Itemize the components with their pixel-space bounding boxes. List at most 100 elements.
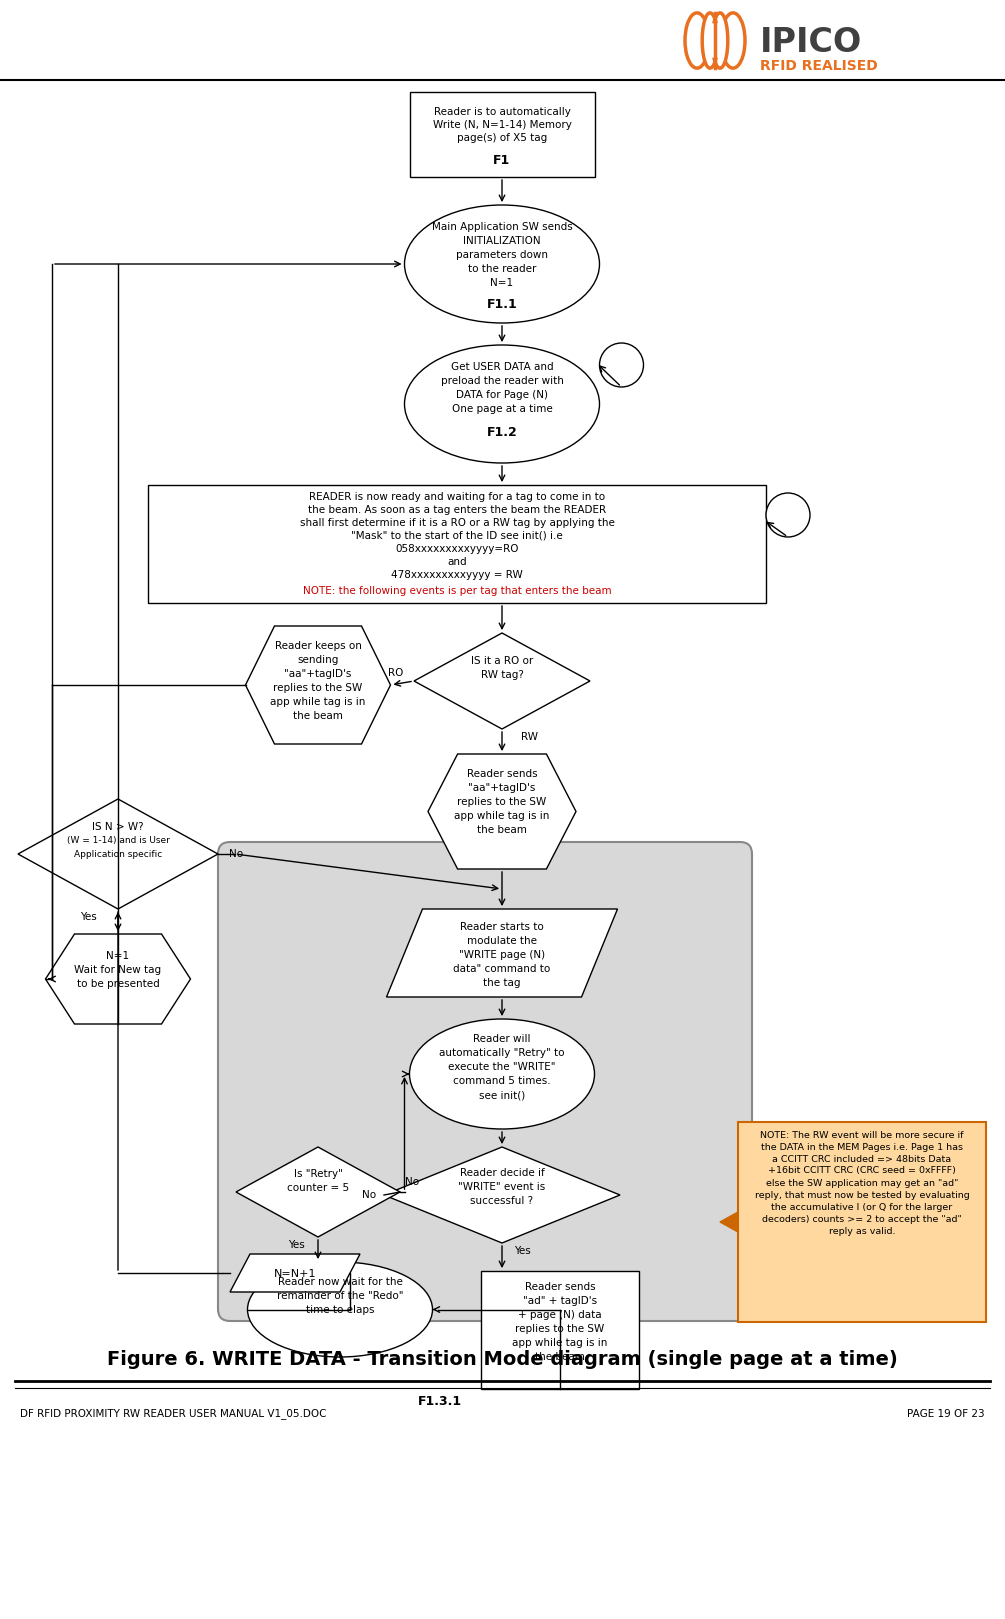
Text: 478xxxxxxxxxyyyy = RW: 478xxxxxxxxxyyyy = RW — [391, 570, 523, 580]
Text: else the SW application may get an "ad": else the SW application may get an "ad" — [766, 1179, 958, 1187]
Text: decoders) counts >= 2 to accept the "ad": decoders) counts >= 2 to accept the "ad" — [762, 1214, 962, 1224]
Polygon shape — [230, 1255, 360, 1292]
Text: command 5 times.: command 5 times. — [453, 1077, 551, 1086]
Text: to be presented: to be presented — [76, 979, 160, 989]
Text: Reader starts to: Reader starts to — [460, 921, 544, 933]
Text: N=1: N=1 — [490, 278, 514, 288]
Text: sending: sending — [297, 656, 339, 665]
Text: the beam: the beam — [293, 711, 343, 720]
Text: One page at a time: One page at a time — [451, 405, 553, 414]
Text: app while tag is in: app while tag is in — [454, 811, 550, 821]
Ellipse shape — [247, 1261, 432, 1357]
Text: NOTE: the following events is per tag that enters the beam: NOTE: the following events is per tag th… — [303, 586, 611, 596]
Text: Yes: Yes — [514, 1247, 531, 1256]
Text: time to elaps: time to elaps — [306, 1305, 374, 1315]
Text: No: No — [229, 848, 243, 860]
FancyBboxPatch shape — [218, 842, 752, 1321]
Text: Figure 6. WRITE DATA - Transition Mode diagram (single page at a time): Figure 6. WRITE DATA - Transition Mode d… — [107, 1350, 897, 1368]
Text: INITIALIZATION: INITIALIZATION — [463, 236, 541, 246]
Polygon shape — [414, 633, 590, 729]
Text: F1: F1 — [493, 154, 511, 167]
Text: replies to the SW: replies to the SW — [457, 797, 547, 806]
Text: +16bit CCITT CRC (CRC seed = 0xFFFF): +16bit CCITT CRC (CRC seed = 0xFFFF) — [768, 1167, 956, 1175]
Text: replies to the SW: replies to the SW — [273, 683, 363, 693]
Text: successful ?: successful ? — [470, 1196, 534, 1206]
Text: Main Application SW sends: Main Application SW sends — [431, 222, 573, 232]
Ellipse shape — [766, 494, 810, 538]
Text: No: No — [362, 1190, 376, 1200]
Text: N=N+1: N=N+1 — [273, 1269, 317, 1279]
Text: Yes: Yes — [79, 911, 96, 921]
Text: the beam. As soon as a tag enters the beam the READER: the beam. As soon as a tag enters the be… — [308, 505, 606, 515]
Polygon shape — [384, 1146, 620, 1243]
Text: Is "Retry": Is "Retry" — [293, 1169, 343, 1179]
Text: app while tag is in: app while tag is in — [270, 698, 366, 708]
Text: "ad" + tagID's: "ad" + tagID's — [523, 1295, 597, 1307]
Text: reply, that must now be tested by evaluating: reply, that must now be tested by evalua… — [755, 1190, 970, 1200]
Polygon shape — [45, 934, 191, 1023]
Text: counter = 5: counter = 5 — [287, 1183, 349, 1193]
Polygon shape — [387, 908, 617, 997]
Polygon shape — [245, 627, 391, 745]
Text: RFID REALISED: RFID REALISED — [760, 58, 877, 73]
Text: "aa"+tagID's: "aa"+tagID's — [468, 784, 536, 793]
Text: Get USER DATA and: Get USER DATA and — [450, 363, 554, 372]
Ellipse shape — [404, 345, 600, 463]
Text: "WRITE" event is: "WRITE" event is — [458, 1182, 546, 1192]
Text: the accumulative I (or Q for the larger: the accumulative I (or Q for the larger — [772, 1203, 953, 1211]
Text: Reader keeps on: Reader keeps on — [274, 641, 362, 651]
Text: IS N > W?: IS N > W? — [92, 822, 144, 832]
Text: Write (N, N=1-14) Memory: Write (N, N=1-14) Memory — [432, 120, 572, 130]
Text: modulate the: modulate the — [467, 936, 537, 945]
Text: Reader sends: Reader sends — [525, 1282, 595, 1292]
Text: Reader is to automatically: Reader is to automatically — [433, 107, 571, 117]
Text: F1.1: F1.1 — [486, 298, 518, 311]
Text: shall first determine if it is a RO or a RW tag by applying the: shall first determine if it is a RO or a… — [299, 518, 614, 528]
Polygon shape — [18, 800, 218, 908]
Text: see init(): see init() — [478, 1090, 526, 1099]
Polygon shape — [720, 1213, 738, 1232]
Text: N=1: N=1 — [107, 950, 130, 962]
Text: PAGE 19 OF 23: PAGE 19 OF 23 — [908, 1409, 985, 1418]
Ellipse shape — [600, 343, 643, 387]
Text: the beam: the beam — [477, 826, 527, 835]
Text: to the reader: to the reader — [467, 264, 537, 274]
Text: and: and — [447, 557, 466, 567]
Text: F1.3.1: F1.3.1 — [418, 1394, 462, 1407]
Text: Wait for New tag: Wait for New tag — [74, 965, 162, 975]
Text: "Mask" to the start of the ID see init() i.e: "Mask" to the start of the ID see init()… — [351, 531, 563, 541]
Bar — [481, 1271, 639, 1389]
Text: Reader sends: Reader sends — [466, 769, 538, 779]
Text: remainder of the "Redo": remainder of the "Redo" — [276, 1290, 403, 1302]
Text: Yes: Yes — [287, 1240, 305, 1250]
Polygon shape — [236, 1146, 400, 1237]
Text: IPICO: IPICO — [760, 26, 862, 60]
Text: (W = 1-14) and is User: (W = 1-14) and is User — [66, 837, 170, 845]
Text: the tag: the tag — [483, 978, 521, 988]
Bar — [148, 486, 766, 602]
Text: RO: RO — [388, 669, 404, 678]
Text: Reader now wait for the: Reader now wait for the — [277, 1277, 402, 1287]
Text: page(s) of X5 tag: page(s) of X5 tag — [457, 133, 547, 142]
Text: DATA for Page (N): DATA for Page (N) — [456, 390, 548, 400]
Text: the DATA in the MEM Pages i.e. Page 1 has: the DATA in the MEM Pages i.e. Page 1 ha… — [761, 1143, 963, 1151]
Ellipse shape — [404, 206, 600, 324]
Text: app while tag is in: app while tag is in — [513, 1337, 608, 1349]
Text: RW tag?: RW tag? — [480, 670, 524, 680]
Text: preload the reader with: preload the reader with — [440, 376, 564, 385]
Text: the beam: the beam — [535, 1352, 585, 1362]
Text: replies to the SW: replies to the SW — [516, 1324, 605, 1334]
Ellipse shape — [409, 1018, 595, 1128]
Text: a CCITT CRC included => 48bits Data: a CCITT CRC included => 48bits Data — [773, 1154, 952, 1164]
Text: automatically "Retry" to: automatically "Retry" to — [439, 1047, 565, 1057]
Text: reply as valid.: reply as valid. — [829, 1227, 895, 1235]
Text: READER is now ready and waiting for a tag to come in to: READER is now ready and waiting for a ta… — [309, 492, 605, 502]
Text: IS it a RO or: IS it a RO or — [471, 656, 533, 665]
Text: RW: RW — [522, 732, 539, 742]
Text: NOTE: The RW event will be more secure if: NOTE: The RW event will be more secure i… — [760, 1130, 964, 1140]
Polygon shape — [428, 754, 576, 869]
Text: No: No — [405, 1177, 419, 1187]
Text: Application specific: Application specific — [74, 850, 162, 858]
Text: Reader will: Reader will — [473, 1035, 531, 1044]
Text: 058xxxxxxxxxyyyy=RO: 058xxxxxxxxxyyyy=RO — [395, 544, 519, 554]
